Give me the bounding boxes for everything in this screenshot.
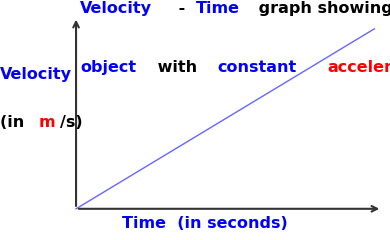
Text: -: - — [173, 1, 191, 16]
Text: Velocity: Velocity — [0, 67, 72, 82]
Text: (in: (in — [0, 115, 30, 130]
Text: m: m — [39, 115, 55, 130]
Text: Velocity: Velocity — [80, 1, 152, 16]
Text: Time  (in seconds): Time (in seconds) — [122, 216, 288, 231]
Text: constant: constant — [218, 60, 297, 75]
Text: with: with — [152, 60, 203, 75]
Text: /s): /s) — [60, 115, 83, 130]
Text: Time: Time — [196, 1, 240, 16]
Text: graph showing an: graph showing an — [253, 1, 390, 16]
Text: object: object — [80, 60, 136, 75]
Text: acceleration: acceleration — [327, 60, 390, 75]
